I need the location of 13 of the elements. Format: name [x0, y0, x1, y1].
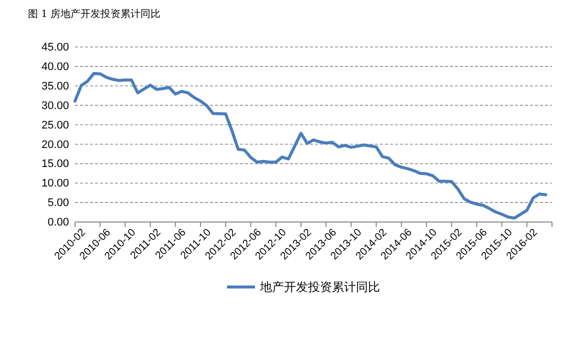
y-tick-label: 5.00	[48, 197, 69, 210]
y-tick-label: 30.00	[41, 100, 69, 112]
y-tick-label: 45.00	[41, 42, 69, 54]
legend-label: 地产开发投资累计同比	[259, 280, 380, 294]
y-tick-label: 40.00	[41, 60, 69, 73]
y-tick-label: 15.00	[41, 158, 69, 170]
y-tick-label: 0.00	[48, 216, 69, 229]
y-tick-label: 25.00	[41, 119, 69, 132]
y-tick-label: 10.00	[41, 178, 69, 190]
y-tick-label: 20.00	[41, 138, 69, 151]
line-series	[74, 72, 548, 220]
y-tick-label: 35.00	[41, 80, 69, 92]
chart-title: 图 1 房地产开发投资累计同比	[28, 8, 161, 20]
